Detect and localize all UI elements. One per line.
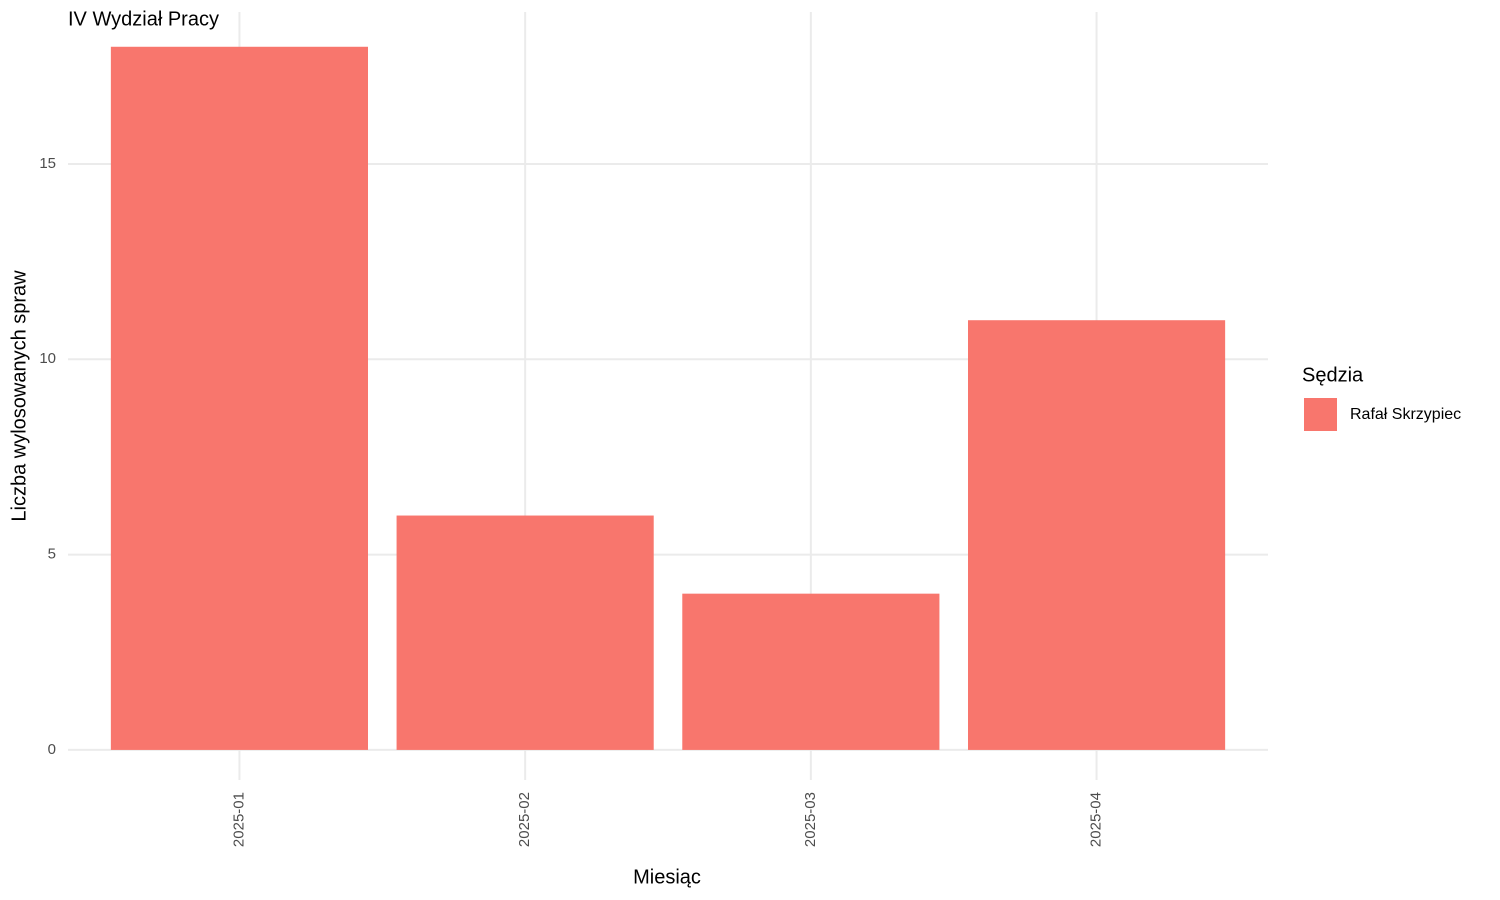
x-axis-title: Miesiąc — [633, 866, 701, 888]
legend-title: Sędzia — [1302, 364, 1364, 386]
legend-swatch — [1304, 398, 1337, 431]
y-axis-title: Liczba wylosowanych spraw — [8, 270, 30, 522]
y-tick-label: 0 — [48, 741, 56, 758]
x-tick-label: 2025-01 — [230, 792, 247, 847]
y-tick-label: 5 — [48, 546, 56, 563]
x-tick-label: 2025-03 — [802, 792, 819, 847]
bar — [682, 593, 940, 750]
chart-title: IV Wydział Pracy — [68, 8, 219, 30]
legend-label: Rafał Skrzypiec — [1350, 406, 1461, 423]
bar — [396, 515, 654, 750]
y-tick-label: 15 — [39, 155, 56, 172]
bar — [110, 46, 368, 750]
y-tick-label: 10 — [39, 350, 56, 367]
x-tick-label: 2025-04 — [1088, 792, 1105, 847]
x-tick-label: 2025-02 — [516, 792, 533, 847]
bar — [968, 320, 1226, 750]
